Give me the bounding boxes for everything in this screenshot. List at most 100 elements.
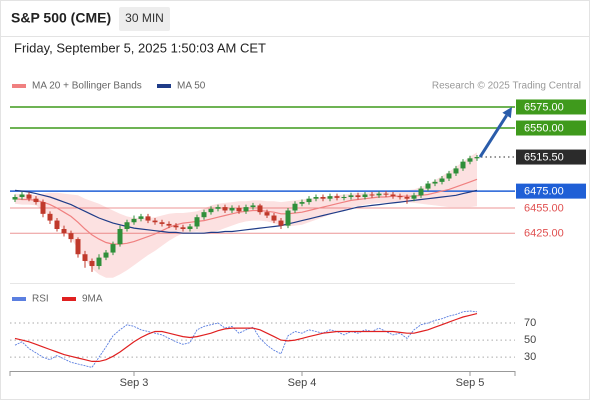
candle-body <box>397 196 403 198</box>
candle-body <box>12 197 18 200</box>
level-label: 6425.00 <box>524 228 564 240</box>
candle-body <box>446 173 452 179</box>
chart-title: S&P 500 (CME) <box>11 10 111 26</box>
candle-body <box>334 196 340 198</box>
indicator-line <box>14 313 478 362</box>
candle-body <box>173 225 179 228</box>
candle-body <box>362 194 368 198</box>
candle-body <box>19 194 25 198</box>
legend-label: MA 20 + Bollinger Bands <box>32 81 142 92</box>
x-tick-label: Sep 4 <box>288 377 317 389</box>
candle-body <box>306 198 312 203</box>
candle-body <box>145 216 151 221</box>
candle-body <box>26 194 32 199</box>
candle-body <box>474 157 480 159</box>
candle-body <box>89 260 95 267</box>
interval-label[interactable]: 30 MIN <box>125 11 164 25</box>
candle-body <box>432 181 438 184</box>
candle-body <box>117 228 123 245</box>
level-label: 6455.00 <box>524 202 564 214</box>
candle-body <box>320 197 326 199</box>
timestamp: Friday, September 5, 2025 1:50:03 AM CET <box>14 40 266 55</box>
candle-body <box>215 207 221 209</box>
moving-average <box>14 189 478 234</box>
candle-body <box>110 244 116 253</box>
candle-body <box>138 216 144 219</box>
candle-body <box>68 233 74 240</box>
candle-body <box>285 210 291 226</box>
candle-body <box>159 222 165 224</box>
candle-body <box>103 252 109 258</box>
candle-body <box>33 198 39 203</box>
candle-body <box>208 208 214 213</box>
level-tag <box>516 99 586 115</box>
legend-label: 9MA <box>82 294 103 305</box>
candle-body <box>96 257 102 267</box>
level-label: 6575.00 <box>524 101 564 113</box>
candle-body <box>467 158 473 162</box>
level-label: 6475.00 <box>524 186 564 198</box>
indicator-line <box>14 310 478 368</box>
candle-body <box>264 212 270 216</box>
level-tag <box>516 149 586 165</box>
candle-body <box>411 195 417 199</box>
candle-body <box>460 161 466 169</box>
legend-label: RSI <box>32 294 49 305</box>
candle-body <box>439 178 445 182</box>
candle-body <box>355 195 361 198</box>
candle-body <box>313 197 319 199</box>
candle-body <box>82 254 88 261</box>
candle-body <box>180 227 186 229</box>
level-label: 6550.00 <box>524 122 564 134</box>
candle-body <box>257 205 263 213</box>
candle-body <box>54 220 60 229</box>
y-tick-label: 50 <box>524 334 536 346</box>
candle-body <box>341 197 347 199</box>
candle-body <box>292 203 298 211</box>
candle-body <box>271 215 277 221</box>
candle-body <box>278 220 284 226</box>
candle-body <box>453 168 459 174</box>
interval-button[interactable] <box>119 7 170 31</box>
source: Research © 2025 Trading Central <box>432 81 581 92</box>
candle-body <box>166 223 172 226</box>
candle-body <box>383 193 389 195</box>
candle-body <box>404 197 410 199</box>
candle-body <box>201 212 207 218</box>
candle-body <box>47 213 53 221</box>
candle-body <box>425 183 431 189</box>
candle-body <box>236 207 242 212</box>
candle-body <box>75 239 81 255</box>
candle-body <box>40 202 46 214</box>
projection-arrowhead <box>502 106 512 119</box>
level-label: 6515.50 <box>524 151 564 163</box>
candle-body <box>222 207 228 211</box>
legend-label: MA 50 <box>177 81 206 92</box>
candle-body <box>152 220 158 223</box>
level-tag <box>516 120 586 136</box>
candle-body <box>369 194 375 196</box>
y-tick-label: 70 <box>524 317 536 329</box>
level-tag <box>516 183 586 199</box>
candle-body <box>390 194 396 197</box>
candle-body <box>187 226 193 229</box>
projection-arrow <box>478 114 508 158</box>
candle-body <box>376 193 382 196</box>
candle-body <box>250 205 256 208</box>
candle-body <box>61 228 67 234</box>
x-tick-label: Sep 5 <box>456 377 485 389</box>
candle-body <box>418 188 424 196</box>
bollinger-band <box>15 152 477 278</box>
candle-body <box>194 217 200 227</box>
candle-body <box>131 218 137 223</box>
candle-body <box>327 196 333 199</box>
candle-body <box>124 222 130 229</box>
candle-body <box>299 202 305 204</box>
candle-body <box>229 207 235 211</box>
candle-body <box>243 207 249 212</box>
y-tick-label: 30 <box>524 351 536 363</box>
candle-body <box>348 195 354 198</box>
x-tick-label: Sep 3 <box>120 377 149 389</box>
